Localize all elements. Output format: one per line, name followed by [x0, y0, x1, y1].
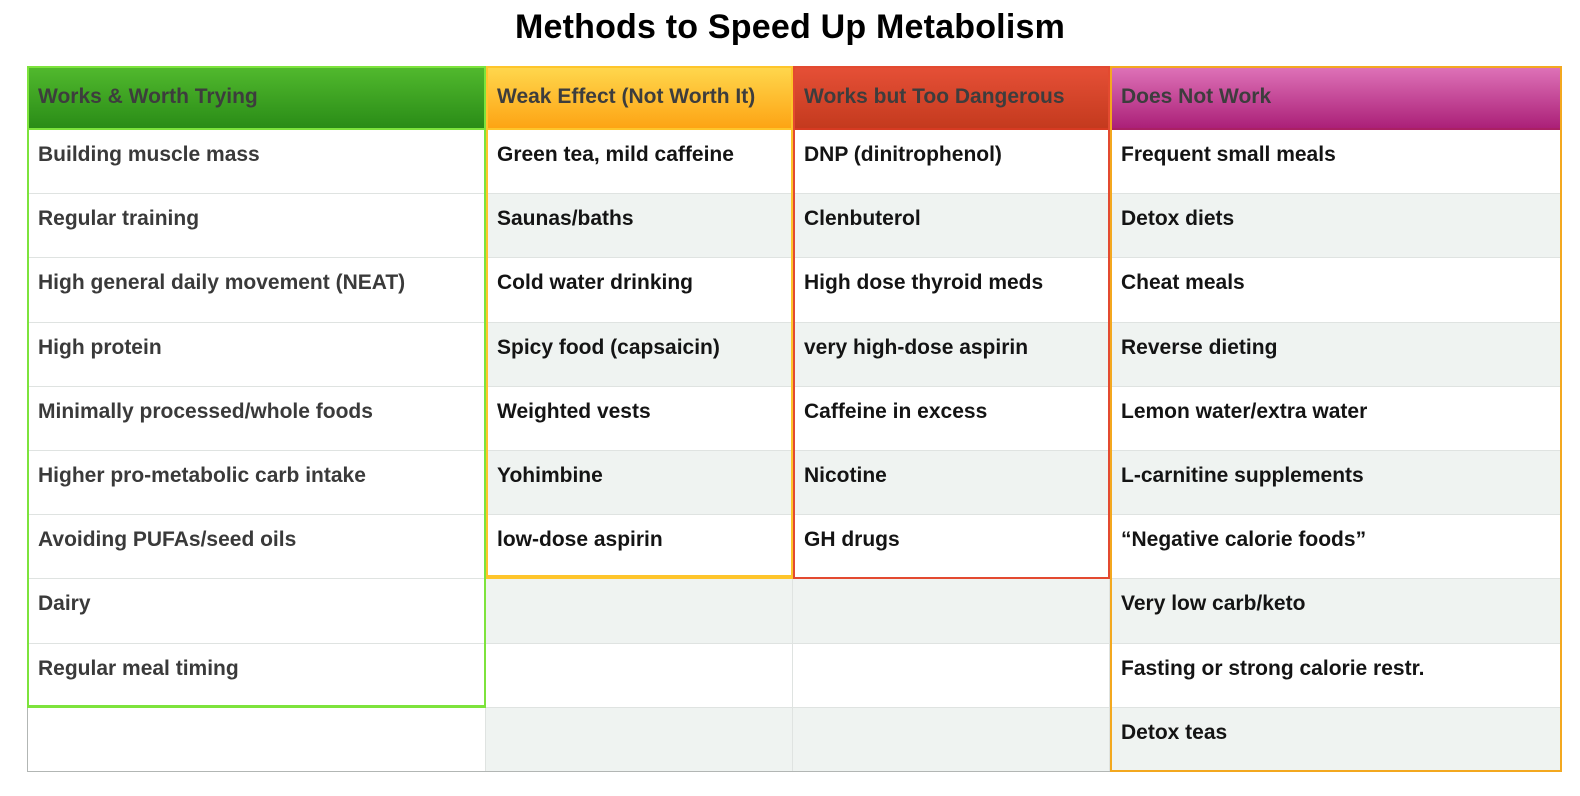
cell-works-worth-trying-row-2: Regular training: [27, 194, 486, 259]
cell-too-dangerous-row-6: Nicotine: [793, 450, 1110, 516]
cell-too-dangerous-row-10: [793, 707, 1110, 772]
cell-weak-effect-row-6: Yohimbine: [486, 450, 793, 516]
cell-works-worth-trying-row-4: High protein: [27, 322, 486, 387]
cell-does-not-work-row-4: Reverse dieting: [1110, 322, 1562, 387]
column-header-works-worth-trying: Works & Worth Trying: [27, 66, 486, 130]
cell-too-dangerous-row-8: [793, 579, 1110, 644]
cell-works-worth-trying-row-10: [27, 707, 486, 772]
cell-too-dangerous-row-9: [793, 643, 1110, 708]
column-header-too-dangerous: Works but Too Dangerous: [793, 66, 1110, 130]
cell-too-dangerous-row-5: Caffeine in excess: [793, 386, 1110, 451]
cell-does-not-work-row-5: Lemon water/extra water: [1110, 386, 1562, 451]
cell-weak-effect-row-4: Spicy food (capsaicin): [486, 322, 793, 387]
cell-weak-effect-row-10: [486, 707, 793, 772]
cell-too-dangerous-row-7: GH drugs: [793, 515, 1110, 580]
table-grid: Works & Worth Trying Weak Effect (Not Wor…: [27, 66, 1562, 772]
cell-weak-effect-row-8: [486, 579, 793, 644]
cell-weak-effect-row-7: low-dose aspirin: [486, 515, 793, 580]
cell-weak-effect-row-5: Weighted vests: [486, 386, 793, 451]
cell-weak-effect-row-1: Green tea, mild caffeine: [486, 130, 793, 195]
cell-does-not-work-row-6: L-carnitine supplements: [1110, 450, 1562, 516]
cell-weak-effect-row-3: Cold water drinking: [486, 258, 793, 323]
cell-does-not-work-row-10: Detox teas: [1110, 707, 1562, 772]
cell-does-not-work-row-2: Detox diets: [1110, 194, 1562, 259]
cell-does-not-work-row-3: Cheat meals: [1110, 258, 1562, 323]
cell-too-dangerous-row-2: Clenbuterol: [793, 194, 1110, 259]
cell-does-not-work-row-8: Very low carb/keto: [1110, 579, 1562, 644]
cell-weak-effect-row-9: [486, 643, 793, 708]
cell-too-dangerous-row-3: High dose thyroid meds: [793, 258, 1110, 323]
cell-does-not-work-row-1: Frequent small meals: [1110, 130, 1562, 195]
column-header-weak-effect: Weak Effect (Not Worth It): [486, 66, 793, 130]
cell-too-dangerous-row-1: DNP (dinitrophenol): [793, 130, 1110, 195]
cell-works-worth-trying-row-8: Dairy: [27, 579, 486, 644]
cell-works-worth-trying-row-6: Higher pro-metabolic carb intake: [27, 450, 486, 516]
cell-weak-effect-row-2: Saunas/baths: [486, 194, 793, 259]
cell-works-worth-trying-row-9: Regular meal timing: [27, 643, 486, 708]
cell-does-not-work-row-9: Fasting or strong calorie restr.: [1110, 643, 1562, 708]
cell-works-worth-trying-row-3: High general daily movement (NEAT): [27, 258, 486, 323]
cell-too-dangerous-row-4: very high-dose aspirin: [793, 322, 1110, 387]
cell-does-not-work-row-7: “Negative calorie foods”: [1110, 515, 1562, 580]
page-title: Methods to Speed Up Metabolism: [514, 8, 1066, 46]
cell-works-worth-trying-row-1: Building muscle mass: [27, 130, 486, 195]
metabolism-table: Works & Worth Trying Weak Effect (Not Wor…: [27, 66, 1562, 772]
column-header-does-not-work: Does Not Work: [1110, 66, 1562, 130]
cell-works-worth-trying-row-5: Minimally processed/whole foods: [27, 386, 486, 451]
cell-works-worth-trying-row-7: Avoiding PUFAs/seed oils: [27, 515, 486, 580]
